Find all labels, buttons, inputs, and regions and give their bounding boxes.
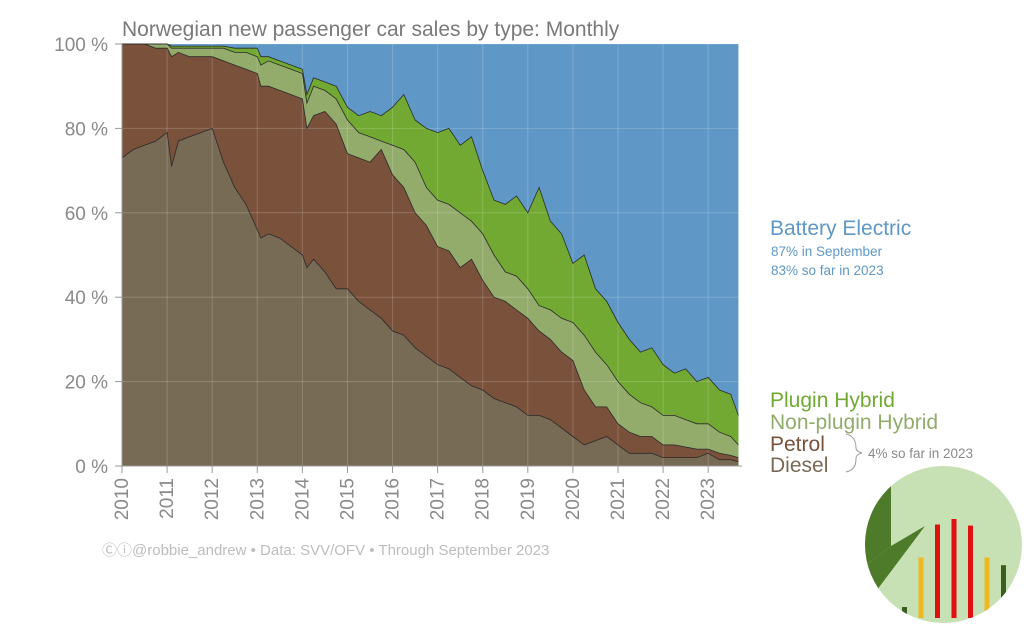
legend-diesel: Diesel [770,454,828,477]
grid-layer [121,43,742,467]
x-tick-label: 2023 [698,478,719,520]
y-tick-label: 20 % [65,373,108,394]
y-tick-label: 60 % [65,204,108,225]
cc-license-icon: Ⓒⓘ [102,542,132,559]
y-tick-label: 100 % [54,35,108,56]
x-tick-label: 2011 [157,478,178,519]
legend-bev-september: 87% in September [771,244,883,259]
y-tick-label: 0 % [75,457,108,478]
y-tick-label: 40 % [65,288,108,309]
x-tick-label: 2013 [247,478,268,520]
author-badge[interactable] [865,466,1022,623]
boundary-plugin-hybrid [122,43,739,416]
x-tick-label: 2017 [428,478,449,520]
y-tick-label: 80 % [65,119,108,140]
x-tick-label: 2021 [608,478,629,520]
x-tick-label: 2014 [292,478,313,521]
footer: Ⓒⓘ @robbie_andrew • Data: SVV/OFV • Thro… [102,542,549,559]
boundary-petrol [122,43,739,458]
boundary-lines [121,43,739,463]
axes: 0 % 20 % 40 % 60 % 80 % 100 % 2010 2011 2012 2013… [54,35,742,520]
logo-bar [935,524,940,618]
logo-bar [984,557,990,618]
logo-green-shape-lower [865,526,925,606]
x-tick-label: 2010 [112,478,133,520]
legend-non-plugin-hybrid: Non-plugin Hybrid [770,411,938,434]
logo-bar [951,519,957,618]
footer-credits: @robbie_andrew • Data: SVV/OFV • Through… [132,542,549,559]
logo-bar [902,607,907,618]
x-tick-label: 2020 [563,478,584,520]
x-tick-label: 2016 [383,478,404,520]
legend-ice-note: 4% so far in 2023 [868,446,973,461]
x-tick-label: 2022 [653,478,674,520]
legend-battery-electric: Battery Electric [770,217,911,240]
boundary-non-plugin-hybrid [122,43,739,446]
logo-bar [968,525,973,618]
boundary-diesel [121,127,739,463]
x-tick-label: 2015 [337,478,358,520]
legend-petrol: Petrol [770,433,825,456]
brace-icon [845,433,863,473]
area-layer [122,44,739,466]
x-tick-label: 2018 [473,478,494,520]
legend-plugin-hybrid: Plugin Hybrid [770,389,895,412]
legend: Battery Electric 87% in September 83% so… [770,217,973,477]
x-tick-label: 2012 [202,478,223,520]
bar-chart-logo-icon [865,476,1022,618]
area-diesel [122,128,739,466]
logo-bar [1001,565,1006,618]
logo-bar [918,557,924,618]
x-tick-label: 2019 [518,478,539,520]
chart-title: Norwegian new passenger car sales by typ… [122,18,620,41]
legend-bev-ytd: 83% so far in 2023 [771,263,884,278]
